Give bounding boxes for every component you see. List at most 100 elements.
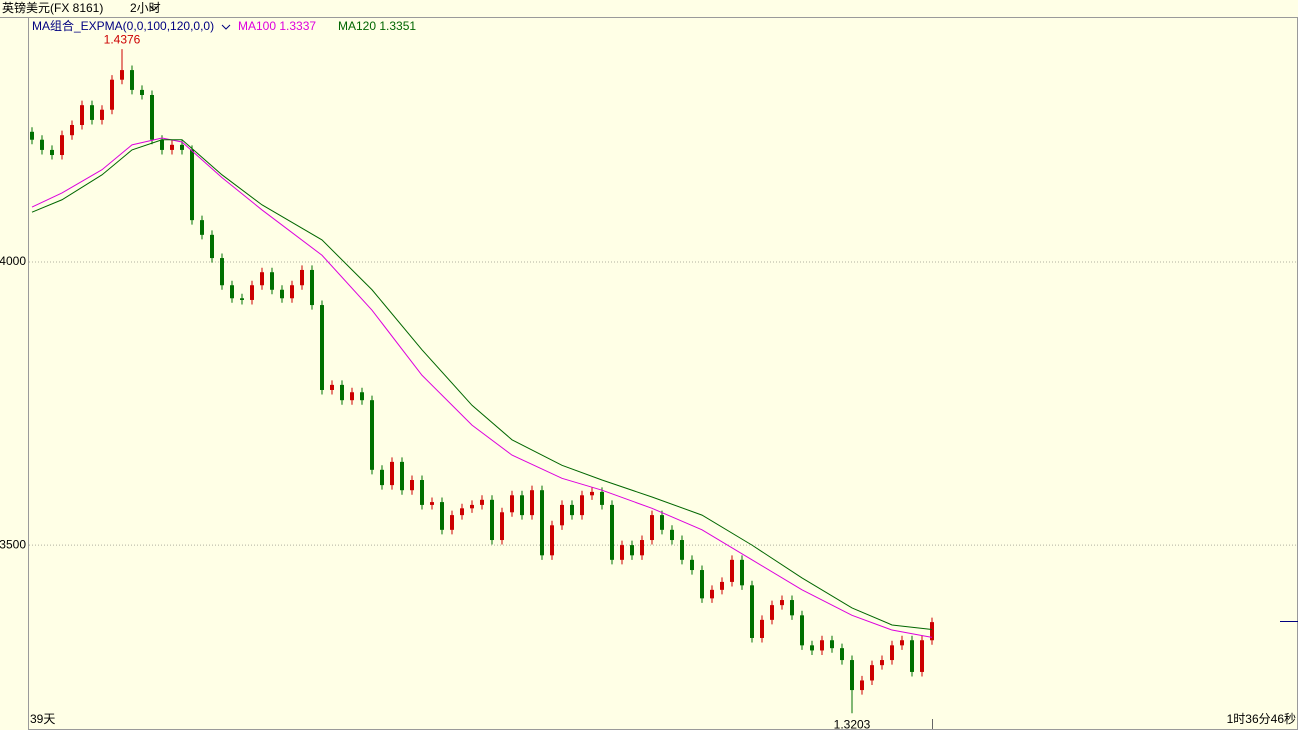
candle-body — [520, 495, 524, 516]
ma-line — [31, 139, 933, 630]
candle-body — [500, 512, 504, 541]
legend-name: MA100 — [238, 19, 276, 33]
candle-body — [130, 70, 134, 90]
candle-body — [340, 384, 344, 401]
candle-body — [790, 600, 794, 616]
candle-body — [260, 272, 264, 286]
candle-body — [380, 469, 384, 486]
candle-body — [310, 269, 314, 306]
indicator-name[interactable]: MA组合_EXPMA(0,0,100,120,0,0) — [32, 18, 214, 33]
candle-body — [830, 640, 834, 649]
candle-body — [770, 605, 774, 620]
candle-body — [540, 490, 544, 556]
candle-body — [90, 105, 94, 120]
legend-ma100: MA100 1.3337 — [238, 19, 316, 33]
y-tick-label: 1.3500 — [0, 537, 26, 551]
legend-ma120: MA120 1.3351 — [338, 19, 416, 33]
candle-body — [750, 585, 754, 638]
candle-body — [360, 392, 364, 401]
candle-body — [80, 105, 84, 126]
candle-body — [510, 495, 514, 513]
candle-body — [800, 615, 804, 646]
candle-body — [470, 504, 474, 509]
candle-body — [740, 559, 744, 586]
candle-body — [430, 502, 434, 505]
y-tick-label: 1.4000 — [0, 254, 26, 268]
candle-body — [40, 139, 44, 150]
candle-body — [640, 540, 644, 556]
candle-body — [200, 220, 204, 235]
candle-body — [670, 529, 674, 541]
candle-body — [70, 125, 74, 136]
candle-body — [100, 109, 104, 120]
legend-name: MA120 — [338, 19, 376, 33]
indicator-arrow[interactable] — [221, 24, 231, 30]
candle-body — [730, 559, 734, 582]
candle-body — [600, 491, 604, 505]
candle-body — [900, 640, 904, 646]
candle-body — [220, 258, 224, 286]
candle-body — [550, 525, 554, 556]
candle-body — [490, 499, 494, 541]
candle-body — [140, 89, 144, 96]
candle-body — [890, 645, 894, 661]
candle-body — [250, 285, 254, 300]
candle-body — [120, 70, 124, 80]
candle-body — [610, 504, 614, 560]
candle-body — [160, 139, 164, 150]
candle-body — [110, 79, 114, 110]
candle-body — [480, 499, 484, 505]
period-arrow[interactable] — [149, 5, 159, 11]
candle-body — [290, 285, 294, 299]
candle-body — [870, 665, 874, 681]
high-label: 1.4376 — [104, 32, 141, 46]
candle-body — [230, 285, 234, 299]
ma-line — [31, 137, 933, 638]
candle-body — [280, 289, 284, 299]
candle-body — [410, 480, 414, 491]
candle-body — [320, 305, 324, 390]
candle-body — [270, 272, 274, 290]
candle-body — [590, 491, 594, 496]
candle-body — [630, 545, 634, 556]
candle-body — [60, 135, 64, 156]
candle-body — [190, 149, 194, 221]
candle-body — [860, 680, 864, 691]
candle-body — [850, 660, 854, 691]
candle-body — [570, 504, 574, 516]
candle-body — [710, 589, 714, 599]
candle-body — [580, 495, 584, 516]
footer-left: 39天 — [30, 712, 55, 726]
footer-right: 1时36分46秒 — [1227, 712, 1296, 726]
candle-body — [240, 298, 244, 300]
candle-body — [300, 269, 304, 286]
candle-body — [330, 384, 334, 390]
candle-body — [50, 149, 54, 156]
candle-body — [810, 645, 814, 651]
candle-body — [700, 570, 704, 599]
period-selector[interactable]: 2小时 — [130, 1, 161, 15]
candle-body — [880, 660, 884, 666]
candle-body — [660, 515, 664, 530]
candle-body — [440, 502, 444, 530]
candle-body — [560, 504, 564, 526]
chart-title: 英镑美元(FX 8161) — [2, 0, 103, 15]
candle-body — [690, 559, 694, 571]
candle-body — [150, 95, 154, 140]
candle-body — [650, 515, 654, 541]
candle-body — [420, 480, 424, 505]
legend-value: 1.3351 — [379, 19, 416, 33]
candle-body — [760, 619, 764, 638]
candle-body — [460, 508, 464, 516]
candle-body — [450, 515, 454, 530]
candle-body — [910, 640, 914, 672]
candle-body — [400, 461, 404, 491]
candle-body — [370, 400, 374, 470]
candle-body — [530, 490, 534, 516]
candle-body — [930, 622, 934, 641]
legend-value: 1.3337 — [279, 19, 316, 33]
candle-body — [620, 545, 624, 560]
